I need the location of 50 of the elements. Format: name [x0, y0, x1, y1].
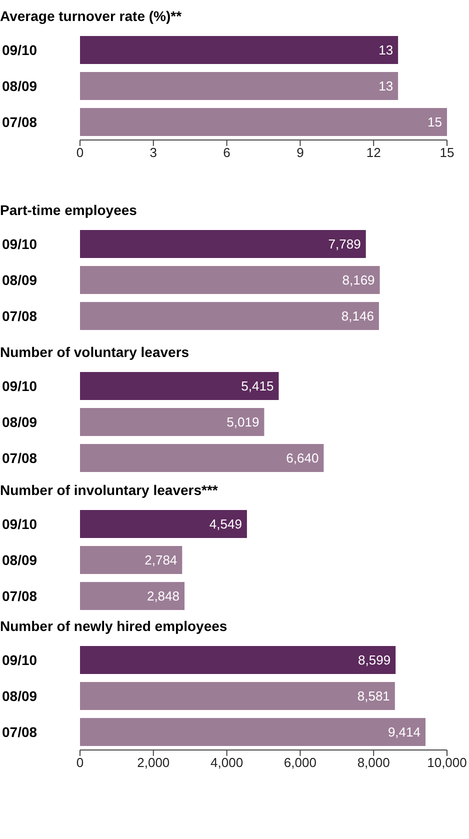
chart-title: Number of newly hired employees	[0, 617, 228, 636]
y-tick-label: 07/08	[2, 724, 38, 740]
x-tick-label: 2,000	[137, 755, 170, 770]
y-tick-label: 08/09	[2, 272, 38, 288]
y-tick-label: 09/10	[2, 516, 38, 532]
data-label: 7,789	[328, 236, 361, 252]
data-label: 5,415	[241, 378, 274, 394]
y-tick-label: 07/08	[2, 450, 38, 466]
bar	[80, 646, 396, 674]
y-tick-label: 08/09	[2, 688, 38, 704]
x-tick-label: 6,000	[284, 755, 316, 770]
y-tick-label: 09/10	[2, 378, 38, 394]
x-tick-label: 0	[76, 145, 84, 160]
y-tick-label: 07/08	[2, 308, 38, 324]
chart-title: Number of involuntary leavers***	[0, 481, 219, 500]
data-label: 8,581	[357, 688, 390, 704]
y-tick-label: 08/09	[2, 78, 38, 94]
x-tick-label: 8,000	[357, 755, 390, 770]
data-label: 13	[378, 78, 394, 94]
y-tick-label: 09/10	[2, 42, 38, 58]
x-tick-label: 9	[296, 145, 304, 160]
bar	[80, 718, 426, 746]
x-tick-label: 4,000	[210, 755, 244, 770]
chart-title: Number of voluntary leavers	[0, 343, 190, 362]
data-label: 9,414	[388, 724, 420, 740]
x-tick-label: 3	[150, 145, 158, 160]
data-label: 4,549	[209, 516, 242, 532]
y-tick-label: 09/10	[2, 236, 38, 252]
data-label: 8,599	[358, 652, 391, 668]
y-tick-label: 09/10	[2, 652, 38, 668]
data-label: 5,019	[226, 414, 260, 430]
bar	[80, 682, 395, 710]
data-label: 2,848	[146, 588, 180, 604]
y-tick-label: 08/09	[2, 552, 38, 568]
x-tick-label: 10,000	[427, 755, 467, 770]
data-label: 8,169	[342, 272, 375, 288]
x-tick-label: 0	[76, 755, 84, 770]
chart-title: Average turnover rate (%)**	[0, 7, 183, 26]
data-label: 13	[378, 42, 394, 58]
data-label: 8,146	[341, 308, 374, 324]
x-tick-label: 12	[366, 145, 381, 160]
y-tick-label: 08/09	[2, 414, 38, 430]
data-label: 6,640	[286, 450, 319, 466]
chart-title: Part-time employees	[0, 201, 138, 220]
y-tick-label: 07/08	[2, 114, 38, 130]
x-tick-label: 15	[440, 145, 454, 160]
data-label: 15	[428, 114, 442, 130]
y-tick-label: 07/08	[2, 588, 38, 604]
data-label: 2,784	[144, 552, 178, 568]
x-tick-label: 6	[223, 145, 230, 160]
